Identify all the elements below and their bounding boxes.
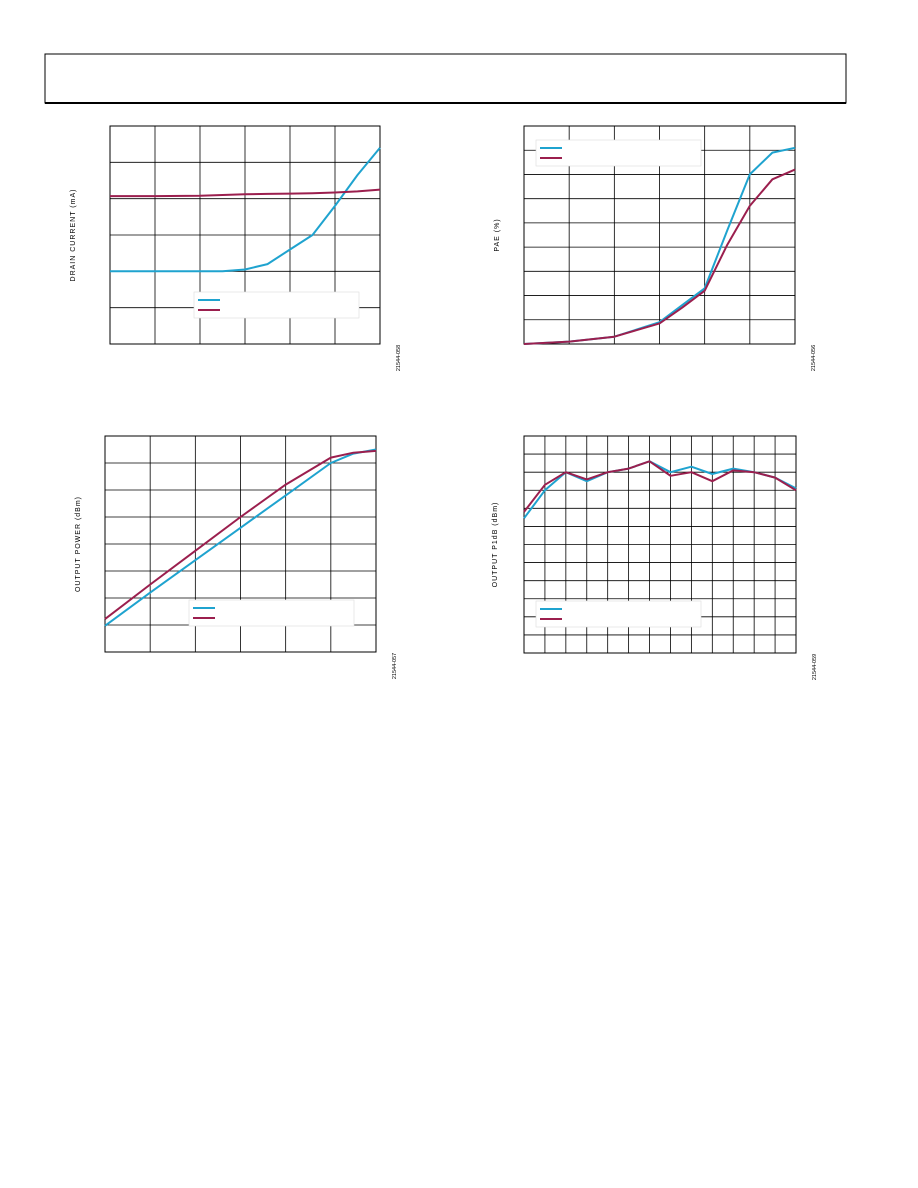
y-axis-label: OUTPUT P1dB (dBm)	[492, 502, 499, 588]
series-line	[523, 168, 796, 345]
plot-frame	[523, 435, 797, 654]
figure-id: 21544-058	[396, 345, 402, 371]
series-line	[104, 449, 377, 620]
figure-id: 21544-059	[812, 654, 818, 680]
legend-box	[535, 139, 702, 167]
series-line	[110, 147, 381, 273]
legend-box	[188, 599, 355, 627]
series-line	[104, 448, 377, 627]
y-axis-label: DRAIN CURRENT (mA)	[70, 189, 77, 282]
legend-box	[193, 291, 360, 319]
plot-frame	[523, 125, 796, 345]
figure-id: 21544-057	[392, 653, 398, 679]
series-line	[523, 460, 797, 519]
y-axis-label: OUTPUT POWER (dBm)	[75, 496, 82, 592]
plot-frame	[109, 125, 381, 345]
figure-id: 21544-056	[811, 345, 817, 371]
header-box	[44, 53, 847, 104]
series-line	[523, 460, 797, 513]
y-axis-label: PAE (%)	[494, 218, 501, 251]
series-line	[110, 188, 381, 198]
legend-box	[535, 600, 702, 628]
plot-frame	[104, 435, 377, 653]
